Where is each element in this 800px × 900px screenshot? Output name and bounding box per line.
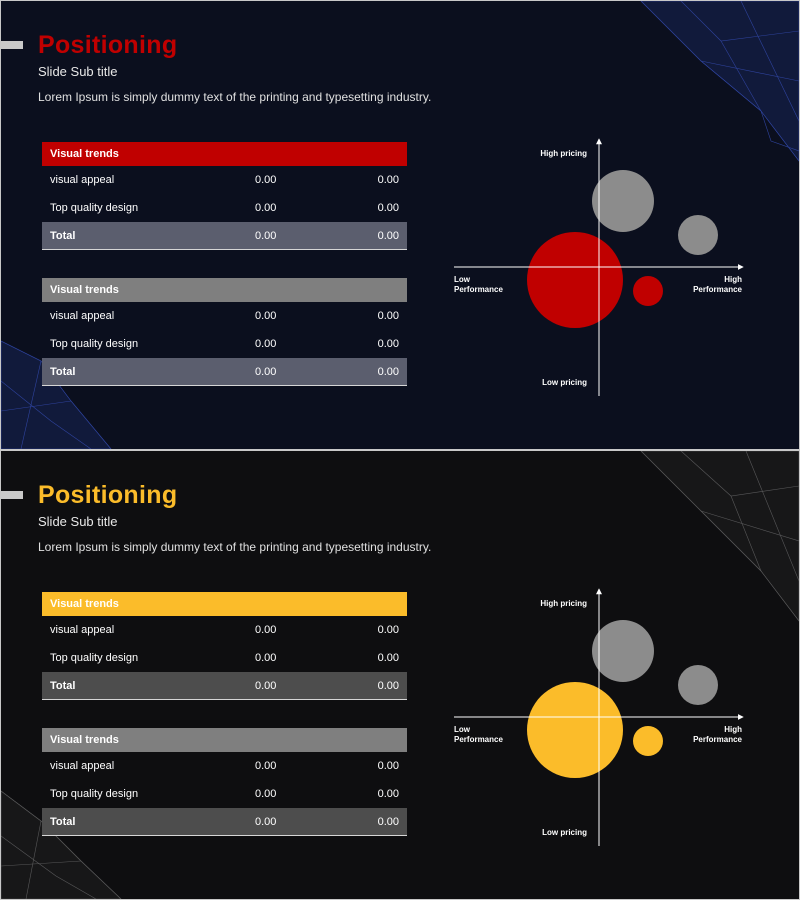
title-accent-bar	[1, 41, 23, 49]
table-row: visual appeal 0.00 0.00	[42, 616, 407, 644]
y-top-label: High pricing	[540, 599, 587, 608]
total-value: 0.00	[377, 816, 399, 828]
page-title: Positioning	[38, 31, 178, 59]
total-label: Total	[50, 680, 76, 692]
body-text: Lorem Ipsum is simply dummy text of the …	[38, 540, 432, 554]
data-table-1: Visual trends visual appeal 0.00 0.00 Top …	[42, 142, 407, 250]
bubble-grey-top	[592, 620, 654, 682]
row-value: 0.00	[255, 310, 277, 322]
bubble-small-accent	[633, 726, 663, 756]
row-value: 0.00	[377, 652, 399, 664]
polygon-decoration	[1, 451, 799, 899]
body-text: Lorem Ipsum is simply dummy text of the …	[38, 90, 432, 104]
x-left-label-line2: Performance	[454, 285, 503, 294]
row-label: visual appeal	[50, 760, 115, 772]
total-label: Total	[50, 230, 76, 242]
table-row: Top quality design 0.00 0.00	[42, 194, 407, 222]
x-left-label-line2: Performance	[454, 735, 503, 744]
row-value: 0.00	[255, 202, 277, 214]
table-total-row: Total 0.00 0.00	[42, 222, 407, 250]
bubble-small-accent	[633, 276, 663, 306]
bubble-grey-right	[678, 215, 718, 255]
y-bottom-label: Low pricing	[542, 378, 587, 387]
x-right-label-line1: High	[724, 725, 742, 734]
table-header: Visual trends	[42, 592, 407, 616]
title-accent-bar	[1, 491, 23, 499]
row-value: 0.00	[377, 624, 399, 636]
page-title: Positioning	[38, 481, 178, 509]
bubble-grey-top	[592, 170, 654, 232]
row-value: 0.00	[255, 652, 277, 664]
row-value: 0.00	[377, 338, 399, 350]
row-value: 0.00	[377, 202, 399, 214]
row-value: 0.00	[255, 338, 277, 350]
table-row: Top quality design 0.00 0.00	[42, 780, 407, 808]
x-right-label-line1: High	[724, 275, 742, 284]
slide-subtitle: Slide Sub title	[38, 64, 118, 79]
table-header-label: Visual trends	[50, 598, 119, 610]
row-label: Top quality design	[50, 788, 139, 800]
table-row: visual appeal 0.00 0.00	[42, 302, 407, 330]
table-row: Top quality design 0.00 0.00	[42, 330, 407, 358]
total-value: 0.00	[377, 366, 399, 378]
bubble-grey-right	[678, 665, 718, 705]
row-label: visual appeal	[50, 174, 115, 186]
row-label: Top quality design	[50, 202, 139, 214]
slide-subtitle: Slide Sub title	[38, 514, 118, 529]
row-value: 0.00	[255, 788, 277, 800]
x-right-label-line2: Performance	[693, 735, 742, 744]
positioning-bubble-chart: High pricing Low pricing Low Performance…	[454, 588, 744, 846]
data-table-1: Visual trends visual appeal 0.00 0.00 Top …	[42, 592, 407, 700]
table-total-row: Total 0.00 0.00	[42, 358, 407, 386]
row-value: 0.00	[255, 174, 277, 186]
table-header-label: Visual trends	[50, 284, 119, 296]
table-header: Visual trends	[42, 142, 407, 166]
y-top-label: High pricing	[540, 149, 587, 158]
data-table-2: Visual trends visual appeal 0.00 0.00 Top …	[42, 278, 407, 386]
table-total-row: Total 0.00 0.00	[42, 808, 407, 836]
slide-red: Positioning Slide Sub title Lorem Ipsum …	[1, 1, 799, 449]
total-value: 0.00	[255, 680, 277, 692]
total-value: 0.00	[377, 230, 399, 242]
total-value: 0.00	[255, 366, 277, 378]
total-value: 0.00	[377, 680, 399, 692]
x-left-label-line1: Low	[454, 725, 471, 734]
data-table-2: Visual trends visual appeal 0.00 0.00 Top …	[42, 728, 407, 836]
table-header-label: Visual trends	[50, 148, 119, 160]
row-value: 0.00	[377, 760, 399, 772]
positioning-bubble-chart: High pricing Low pricing Low Performance…	[454, 138, 744, 396]
table-header-label: Visual trends	[50, 734, 119, 746]
table-header: Visual trends	[42, 278, 407, 302]
polygon-decoration	[1, 1, 799, 449]
table-row: Top quality design 0.00 0.00	[42, 644, 407, 672]
table-row: visual appeal 0.00 0.00	[42, 752, 407, 780]
row-value: 0.00	[377, 174, 399, 186]
row-value: 0.00	[255, 760, 277, 772]
table-row: visual appeal 0.00 0.00	[42, 166, 407, 194]
total-value: 0.00	[255, 230, 277, 242]
row-label: Top quality design	[50, 652, 139, 664]
table-header: Visual trends	[42, 728, 407, 752]
y-bottom-label: Low pricing	[542, 828, 587, 837]
row-value: 0.00	[377, 788, 399, 800]
table-total-row: Total 0.00 0.00	[42, 672, 407, 700]
x-right-label-line2: Performance	[693, 285, 742, 294]
row-label: visual appeal	[50, 310, 115, 322]
total-label: Total	[50, 816, 76, 828]
row-label: visual appeal	[50, 624, 115, 636]
slide-yellow: Positioning Slide Sub title Lorem Ipsum …	[1, 451, 799, 899]
total-label: Total	[50, 366, 76, 378]
bubble-large-accent	[527, 232, 623, 328]
row-value: 0.00	[377, 310, 399, 322]
total-value: 0.00	[255, 816, 277, 828]
row-value: 0.00	[255, 624, 277, 636]
bubble-large-accent	[527, 682, 623, 778]
x-left-label-line1: Low	[454, 275, 471, 284]
row-label: Top quality design	[50, 338, 139, 350]
